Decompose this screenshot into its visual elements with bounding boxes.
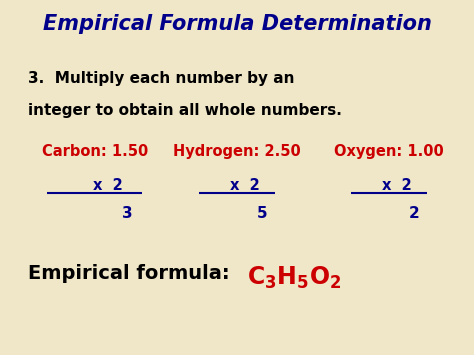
Text: 3: 3 — [122, 206, 133, 221]
Text: x  2: x 2 — [93, 178, 123, 192]
Text: Hydrogen: 2.50: Hydrogen: 2.50 — [173, 144, 301, 159]
Text: 5: 5 — [257, 206, 267, 221]
Text: Empirical Formula Determination: Empirical Formula Determination — [43, 14, 431, 34]
Text: 3.  Multiply each number by an: 3. Multiply each number by an — [28, 71, 295, 86]
Text: $\mathregular{C_3H_5O_2}$: $\mathregular{C_3H_5O_2}$ — [246, 264, 341, 291]
Text: x  2: x 2 — [230, 178, 260, 192]
Text: Oxygen: 1.00: Oxygen: 1.00 — [334, 144, 444, 159]
Text: 2: 2 — [408, 206, 419, 221]
Text: Carbon: 1.50: Carbon: 1.50 — [42, 144, 148, 159]
Text: integer to obtain all whole numbers.: integer to obtain all whole numbers. — [28, 103, 342, 118]
Text: Empirical formula:: Empirical formula: — [28, 264, 230, 284]
Text: x  2: x 2 — [382, 178, 411, 192]
